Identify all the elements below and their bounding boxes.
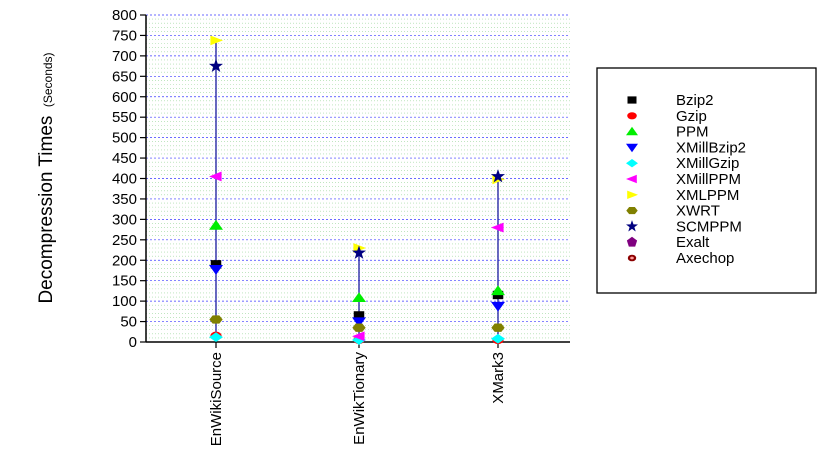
legend-marker (626, 220, 638, 232)
range-lines (215, 40, 499, 340)
axis-labels: 0 50 100 150 200 250 300 350 400 450 500 550 600 650 7… (112, 7, 507, 446)
x-tick-label: XMark3 (490, 352, 507, 404)
data-point (210, 260, 222, 269)
data-point (210, 35, 223, 46)
legend-marker (626, 236, 638, 247)
data-point (209, 171, 222, 182)
y-tick-label: 200 (112, 252, 137, 269)
legend-label: Gzip (676, 108, 707, 125)
y-axis-title: Decompression Times (36, 116, 57, 304)
y-tick-label: 50 (120, 314, 137, 331)
legend-label: XMillPPM (676, 171, 741, 188)
y-tick-label: 750 (112, 27, 137, 44)
data-point (209, 332, 223, 342)
y-tick-label: 150 (112, 273, 137, 290)
legend-marker (627, 112, 637, 120)
data-point (352, 317, 366, 328)
y-tick-label: 400 (112, 171, 137, 188)
data-point (209, 58, 223, 73)
legend-marker (627, 190, 638, 199)
y-tick-label: 700 (112, 48, 137, 65)
data-point (352, 323, 366, 332)
data-point (491, 285, 505, 296)
legend-label: XWRT (676, 203, 720, 220)
y-tick-label: 500 (112, 130, 137, 147)
data-point (491, 323, 505, 332)
y-tick-label: 350 (112, 191, 137, 208)
data-point (491, 333, 505, 344)
data-point (353, 311, 365, 320)
y-tick-label: 650 (112, 68, 137, 85)
legend-label: Bzip2 (676, 92, 714, 109)
data-point (209, 265, 223, 275)
y-tick-label: 0 (129, 334, 137, 351)
x-tick-label: EnWikTionary (351, 352, 368, 445)
legend-label: XMLPPM (676, 187, 739, 204)
legend-label: SCMPPM (676, 218, 742, 235)
x-tick-label: EnWikiSource (208, 352, 225, 446)
legend-marker (626, 126, 638, 136)
data-point (491, 169, 505, 183)
y-tick-label: 800 (112, 7, 137, 24)
legend-marker (626, 159, 638, 168)
legend-marker (630, 256, 634, 260)
y-tick-label: 450 (112, 150, 137, 167)
y-axis-label: Decompression Times (Seconds) (36, 52, 57, 303)
data-point (491, 222, 504, 233)
data-point (209, 219, 223, 230)
legend-marker (626, 207, 638, 215)
legend-marker (626, 174, 637, 184)
y-tick-label: 550 (112, 109, 137, 126)
data-markers (209, 35, 505, 345)
legend-label: XMillGzip (676, 155, 739, 172)
data-point (352, 245, 366, 259)
legend-label: PPM (676, 124, 709, 141)
legend-label: Exalt (676, 234, 710, 251)
data-point (491, 301, 505, 312)
data-point (352, 331, 365, 342)
y-tick-label: 250 (112, 232, 137, 249)
y-tick-label: 100 (112, 293, 137, 310)
legend-marker (627, 96, 637, 104)
gridlines (146, 14, 570, 343)
y-tick-label: 300 (112, 211, 137, 228)
data-point (209, 315, 223, 324)
data-point (352, 292, 366, 303)
y-axis-unit: (Seconds) (41, 52, 55, 107)
legend-marker (626, 143, 638, 153)
legend-label: Axechop (676, 250, 734, 267)
legend-label: XMillBzip2 (676, 139, 746, 156)
legend: Bzip2GzipPPMXMillBzip2XMillGzipXMillPPMX… (596, 67, 817, 294)
y-tick-label: 600 (112, 89, 137, 106)
